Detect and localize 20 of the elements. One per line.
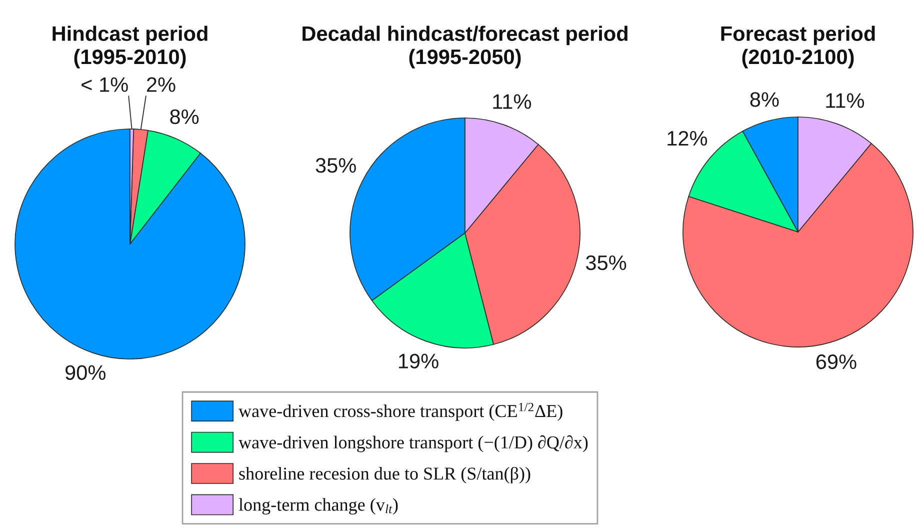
data-label: 19% xyxy=(398,354,438,368)
legend-label: long-term change (v$_{lt}$) xyxy=(238,498,398,515)
legend-label: wave-driven longshore transport (−(1/D) ∂Q/∂x) xyxy=(238,435,588,452)
data-label: 69% xyxy=(816,354,856,370)
data-label: 12% xyxy=(668,130,708,146)
chart-title: Hindcast period (1995-2010) xyxy=(52,26,208,68)
data-label: 11% xyxy=(493,94,532,109)
data-label: 11% xyxy=(826,93,864,108)
legend-label: wave-driven cross-shore transport (CE$^{1/2}$ΔE) xyxy=(238,402,562,421)
data-label: 35% xyxy=(586,255,626,270)
data-label: 2% xyxy=(146,77,176,92)
data-label: 90% xyxy=(65,365,106,380)
data-label: 8% xyxy=(750,92,779,107)
data-label: < 1% xyxy=(82,77,128,92)
chart-title: Decadal hindcast/forecast period (1995-2050) xyxy=(302,26,628,68)
pie-slice xyxy=(14,128,246,360)
chart-title: Forecast period (2010-2100) xyxy=(721,26,875,68)
data-label: 35% xyxy=(316,158,356,173)
legend-label: shoreline recesion due to SLR (S/tan(β)) xyxy=(239,466,530,484)
data-label: 8% xyxy=(170,109,199,124)
